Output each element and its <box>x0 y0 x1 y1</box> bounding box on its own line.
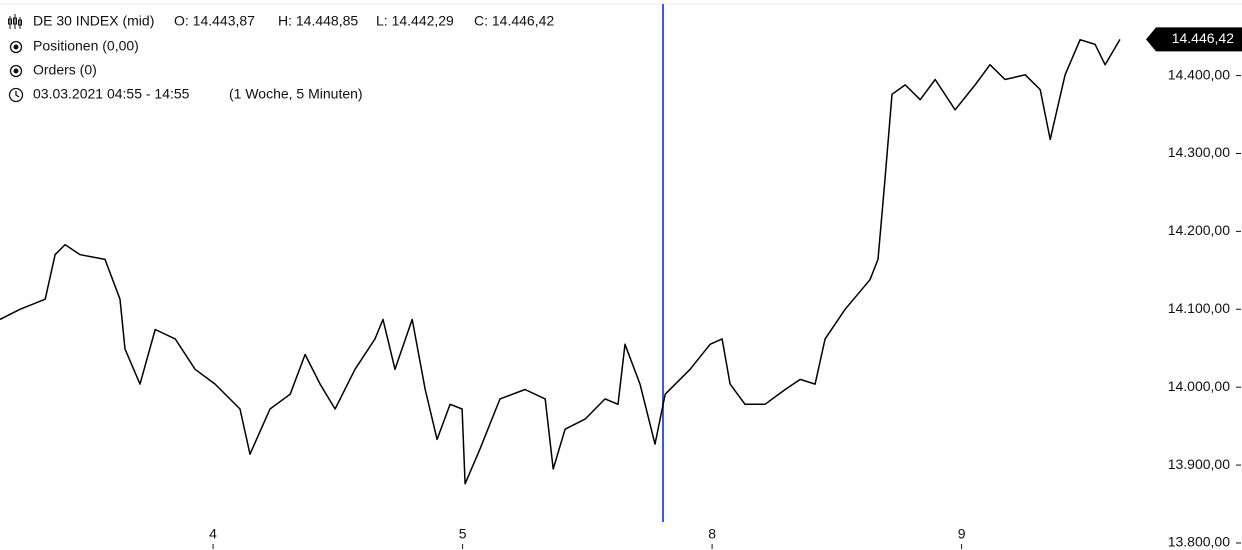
period: 03.03.2021 04:55 - 14:55 <box>33 86 190 102</box>
last-price-label: 14.446,42 <box>1172 30 1234 46</box>
ohlc-label: C: 14.446,42 <box>474 13 554 29</box>
ohlc-label: L: 14.442,29 <box>376 13 454 29</box>
y-tick-label: 14.100,00 <box>1168 300 1230 316</box>
clock-icon <box>8 87 24 103</box>
period-detail: (1 Woche, 5 Minuten) <box>229 86 363 102</box>
radio-icon <box>9 40 23 54</box>
y-tick-label: 14.300,00 <box>1168 144 1230 160</box>
y-tick-label: 13.800,00 <box>1168 534 1230 550</box>
chart-title: DE 30 INDEX (mid) <box>33 13 154 29</box>
x-tick-label: 9 <box>958 526 966 542</box>
ohlc-icon <box>8 14 22 29</box>
price-line <box>0 38 1121 485</box>
radio-icon <box>9 64 23 78</box>
x-tick-label: 4 <box>209 526 217 542</box>
ohlc-label: H: 14.448,85 <box>278 13 358 29</box>
x-tick-label: 8 <box>708 526 716 542</box>
ohlc-label: O: 14.443,87 <box>174 13 255 29</box>
info-line: Orders (0) <box>33 62 97 78</box>
y-tick-label: 13.900,00 <box>1168 456 1230 472</box>
info-line: Positionen (0,00) <box>33 38 139 54</box>
y-tick-label: 14.400,00 <box>1168 66 1230 82</box>
last-price-tag <box>1146 27 1242 52</box>
x-tick-label: 5 <box>459 526 467 542</box>
y-tick-label: 14.200,00 <box>1168 222 1230 238</box>
y-tick-label: 14.000,00 <box>1168 378 1230 394</box>
